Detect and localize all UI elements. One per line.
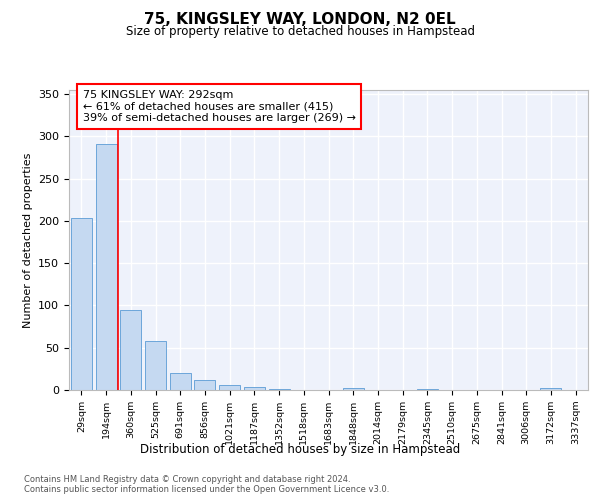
Text: Contains HM Land Registry data © Crown copyright and database right 2024.
Contai: Contains HM Land Registry data © Crown c… (24, 475, 389, 494)
Bar (170, 373, 191, 390)
Bar (269, 389, 290, 390)
Bar (120, 310, 141, 390)
Bar (343, 388, 364, 390)
Bar (219, 385, 240, 390)
Bar (244, 386, 265, 390)
Bar (194, 380, 215, 390)
Text: Distribution of detached houses by size in Hampstead: Distribution of detached houses by size … (140, 442, 460, 456)
Text: Size of property relative to detached houses in Hampstead: Size of property relative to detached ho… (125, 25, 475, 38)
Y-axis label: Number of detached properties: Number of detached properties (23, 152, 32, 328)
Bar (71, 218, 92, 390)
Bar (145, 341, 166, 390)
Text: 75, KINGSLEY WAY, LONDON, N2 0EL: 75, KINGSLEY WAY, LONDON, N2 0EL (144, 12, 456, 28)
Bar (417, 389, 438, 390)
Text: 75 KINGSLEY WAY: 292sqm
← 61% of detached houses are smaller (415)
39% of semi-d: 75 KINGSLEY WAY: 292sqm ← 61% of detache… (83, 90, 356, 123)
Bar (95, 144, 116, 390)
Bar (541, 388, 562, 390)
